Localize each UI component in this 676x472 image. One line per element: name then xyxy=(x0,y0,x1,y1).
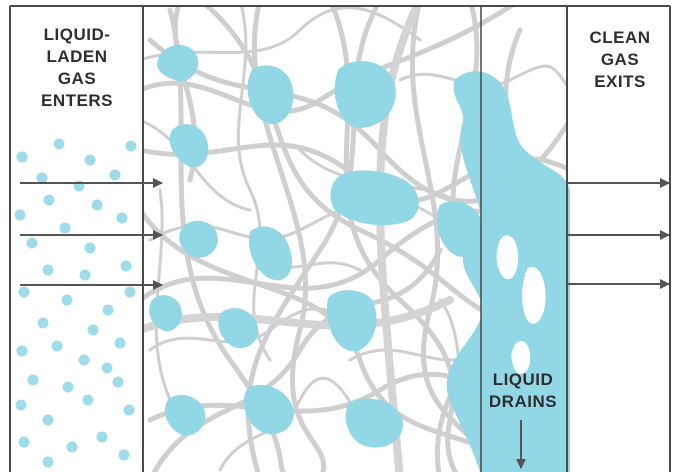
droplet xyxy=(124,286,136,298)
drain-label-line: DRAINS xyxy=(488,392,558,411)
liquid-blob xyxy=(247,65,294,125)
droplet xyxy=(114,337,126,349)
liquid-blob xyxy=(218,308,259,349)
liquid-blob xyxy=(157,44,199,82)
liquid-droplets xyxy=(14,138,137,468)
droplet xyxy=(82,394,94,406)
droplet xyxy=(61,294,73,306)
liquid-blob xyxy=(345,398,403,448)
droplet xyxy=(123,404,135,416)
liquid-blob xyxy=(243,384,294,435)
droplet xyxy=(79,269,91,281)
droplet xyxy=(118,449,130,461)
outlet-label: CLEAN GAS EXITS xyxy=(568,27,672,93)
droplet xyxy=(43,194,55,206)
droplet xyxy=(84,242,96,254)
inlet-label: LIQUID- LADEN GAS ENTERS xyxy=(14,24,140,112)
droplet xyxy=(91,199,103,211)
droplet xyxy=(66,441,78,453)
droplet xyxy=(125,140,137,152)
inlet-label-line: LADEN xyxy=(46,47,108,66)
droplet xyxy=(78,354,90,366)
droplet xyxy=(16,151,28,163)
droplet xyxy=(27,374,39,386)
inlet-label-line: LIQUID- xyxy=(43,25,111,44)
droplet xyxy=(42,456,54,468)
droplet xyxy=(18,286,30,298)
droplet xyxy=(14,209,26,221)
gas-pockets xyxy=(496,235,546,374)
liquid-blob xyxy=(169,124,209,168)
droplet xyxy=(87,324,99,336)
drain-label-line: LIQUID xyxy=(492,370,554,389)
liquid-blob xyxy=(249,226,293,281)
droplet xyxy=(16,345,28,357)
droplet xyxy=(62,381,74,393)
liquid-blob xyxy=(179,220,218,258)
droplet xyxy=(109,169,121,181)
droplet xyxy=(116,212,128,224)
droplet xyxy=(102,304,114,316)
outlet-label-line: EXITS xyxy=(594,72,646,91)
drain-label: LIQUID DRAINS xyxy=(484,369,562,413)
outlet-label-line: CLEAN xyxy=(589,28,651,47)
droplet xyxy=(96,431,108,443)
droplet xyxy=(26,237,38,249)
droplet xyxy=(51,340,63,352)
liquid-blob xyxy=(330,170,419,226)
liquid-blob xyxy=(149,295,183,332)
droplet xyxy=(18,436,30,448)
liquid-blob xyxy=(164,394,206,436)
droplet xyxy=(120,260,132,272)
droplet xyxy=(112,376,124,388)
droplet xyxy=(59,222,71,234)
droplet xyxy=(84,154,96,166)
frame xyxy=(9,5,671,472)
droplet xyxy=(101,362,113,374)
liquid-blob xyxy=(334,61,396,129)
droplet xyxy=(42,264,54,276)
inlet-label-line: GAS xyxy=(57,69,97,88)
outlet-label-line: GAS xyxy=(600,50,640,69)
inlet-label-line: ENTERS xyxy=(41,91,113,110)
droplet xyxy=(42,414,54,426)
droplet xyxy=(53,138,65,150)
droplet xyxy=(37,317,49,329)
droplet xyxy=(15,399,27,411)
droplet xyxy=(36,172,48,184)
liquid-blob xyxy=(326,290,377,352)
